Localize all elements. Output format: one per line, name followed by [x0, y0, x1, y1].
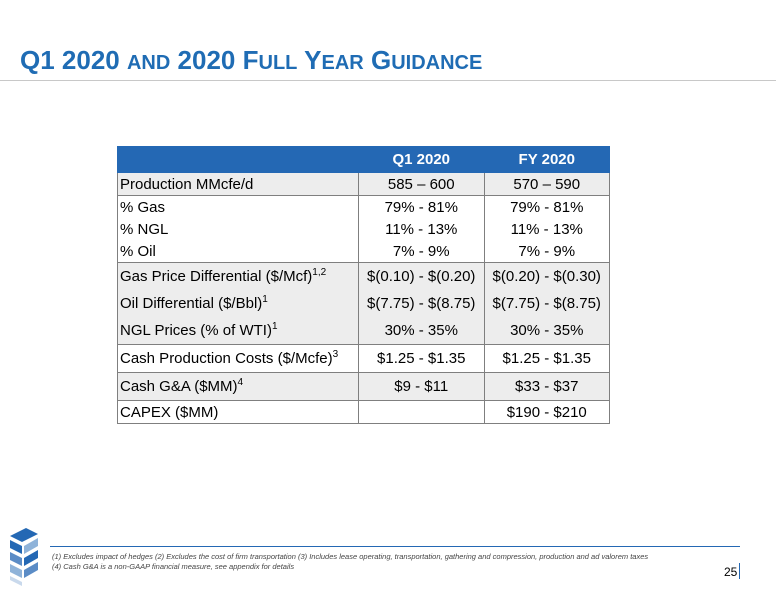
row-fy-value: $(0.20) - $(0.30): [483, 262, 610, 290]
logo-shape-right: [24, 538, 38, 554]
row-fy-value: 570 – 590: [483, 172, 610, 196]
logo-shape-left: [10, 540, 22, 554]
company-logo-icon: [10, 528, 38, 586]
table-row: Gas Price Differential ($/Mcf)1,2 $(0.10…: [117, 262, 610, 290]
guidance-table: Q1 2020 FY 2020 Production MMcfe/d 585 –…: [117, 146, 610, 424]
row-label: Cash G&A ($MM)4: [117, 372, 359, 401]
table-row: Cash Production Costs ($/Mcfe)3 $1.25 - …: [117, 344, 610, 373]
page-number: 25: [724, 565, 738, 579]
row-label: CAPEX ($MM): [117, 400, 359, 424]
table-header-row: Q1 2020 FY 2020: [117, 146, 610, 173]
row-label: Gas Price Differential ($/Mcf)1,2: [117, 262, 359, 290]
logo-shape-top: [10, 528, 38, 542]
footer-divider: [50, 546, 740, 547]
table-row: % NGL 11% - 13% 11% - 13%: [117, 218, 610, 240]
logo-shape-mid-left: [10, 552, 22, 566]
logo-shape-low-left: [10, 564, 22, 578]
row-label: Cash Production Costs ($/Mcfe)3: [117, 344, 359, 373]
logo-shape-low-right: [24, 562, 38, 578]
row-label: % NGL: [117, 218, 359, 240]
logo-shape-base: [10, 576, 22, 586]
page-number-bar: [739, 563, 740, 579]
row-q1-value: $(7.75) - $(8.75): [358, 290, 485, 317]
logo-shape-mid-right: [24, 550, 38, 566]
row-fy-value: $190 - $210: [483, 400, 610, 424]
header-fy-2020: FY 2020: [483, 146, 610, 173]
row-q1-value: 11% - 13%: [358, 218, 485, 240]
table-row: Oil Differential ($/Bbl)1 $(7.75) - $(8.…: [117, 290, 610, 317]
header-blank: [117, 146, 359, 173]
header-q1-2020: Q1 2020: [358, 146, 485, 173]
table-row: CAPEX ($MM) $190 - $210: [117, 400, 610, 424]
row-q1-value: [358, 400, 485, 424]
row-fy-value: 11% - 13%: [483, 218, 610, 240]
row-label: NGL Prices (% of WTI)1: [117, 317, 359, 345]
page-title: Q1 2020 AND 2020 FULL YEAR GUIDANCE: [20, 45, 483, 75]
row-label: % Gas: [117, 195, 359, 218]
row-q1-value: $(0.10) - $(0.20): [358, 262, 485, 290]
footnote-line-1: (1) Excludes impact of hedges (2) Exclud…: [52, 552, 649, 561]
table-row: % Oil 7% - 9% 7% - 9%: [117, 240, 610, 263]
row-fy-value: $1.25 - $1.35: [483, 344, 610, 373]
row-fy-value: $33 - $37: [483, 372, 610, 401]
footnote-line-2: (4) Cash G&A is a non-GAAP financial mea…: [52, 562, 295, 571]
footnotes: (1) Excludes impact of hedges (2) Exclud…: [52, 552, 732, 572]
table-row: Production MMcfe/d 585 – 600 570 – 590: [117, 172, 610, 196]
row-q1-value: 79% - 81%: [358, 195, 485, 218]
row-fy-value: 30% - 35%: [483, 317, 610, 345]
row-q1-value: $1.25 - $1.35: [358, 344, 485, 373]
title-divider: [0, 80, 776, 81]
row-label: % Oil: [117, 240, 359, 263]
row-q1-value: 30% - 35%: [358, 317, 485, 345]
row-q1-value: $9 - $11: [358, 372, 485, 401]
row-fy-value: 79% - 81%: [483, 195, 610, 218]
row-q1-value: 585 – 600: [358, 172, 485, 196]
row-label: Oil Differential ($/Bbl)1: [117, 290, 359, 317]
table-row: NGL Prices (% of WTI)1 30% - 35% 30% - 3…: [117, 317, 610, 345]
row-fy-value: 7% - 9%: [483, 240, 610, 263]
row-q1-value: 7% - 9%: [358, 240, 485, 263]
row-label: Production MMcfe/d: [117, 172, 359, 196]
table-row: Cash G&A ($MM)4 $9 - $11 $33 - $37: [117, 372, 610, 401]
table-row: % Gas 79% - 81% 79% - 81%: [117, 195, 610, 218]
row-fy-value: $(7.75) - $(8.75): [483, 290, 610, 317]
